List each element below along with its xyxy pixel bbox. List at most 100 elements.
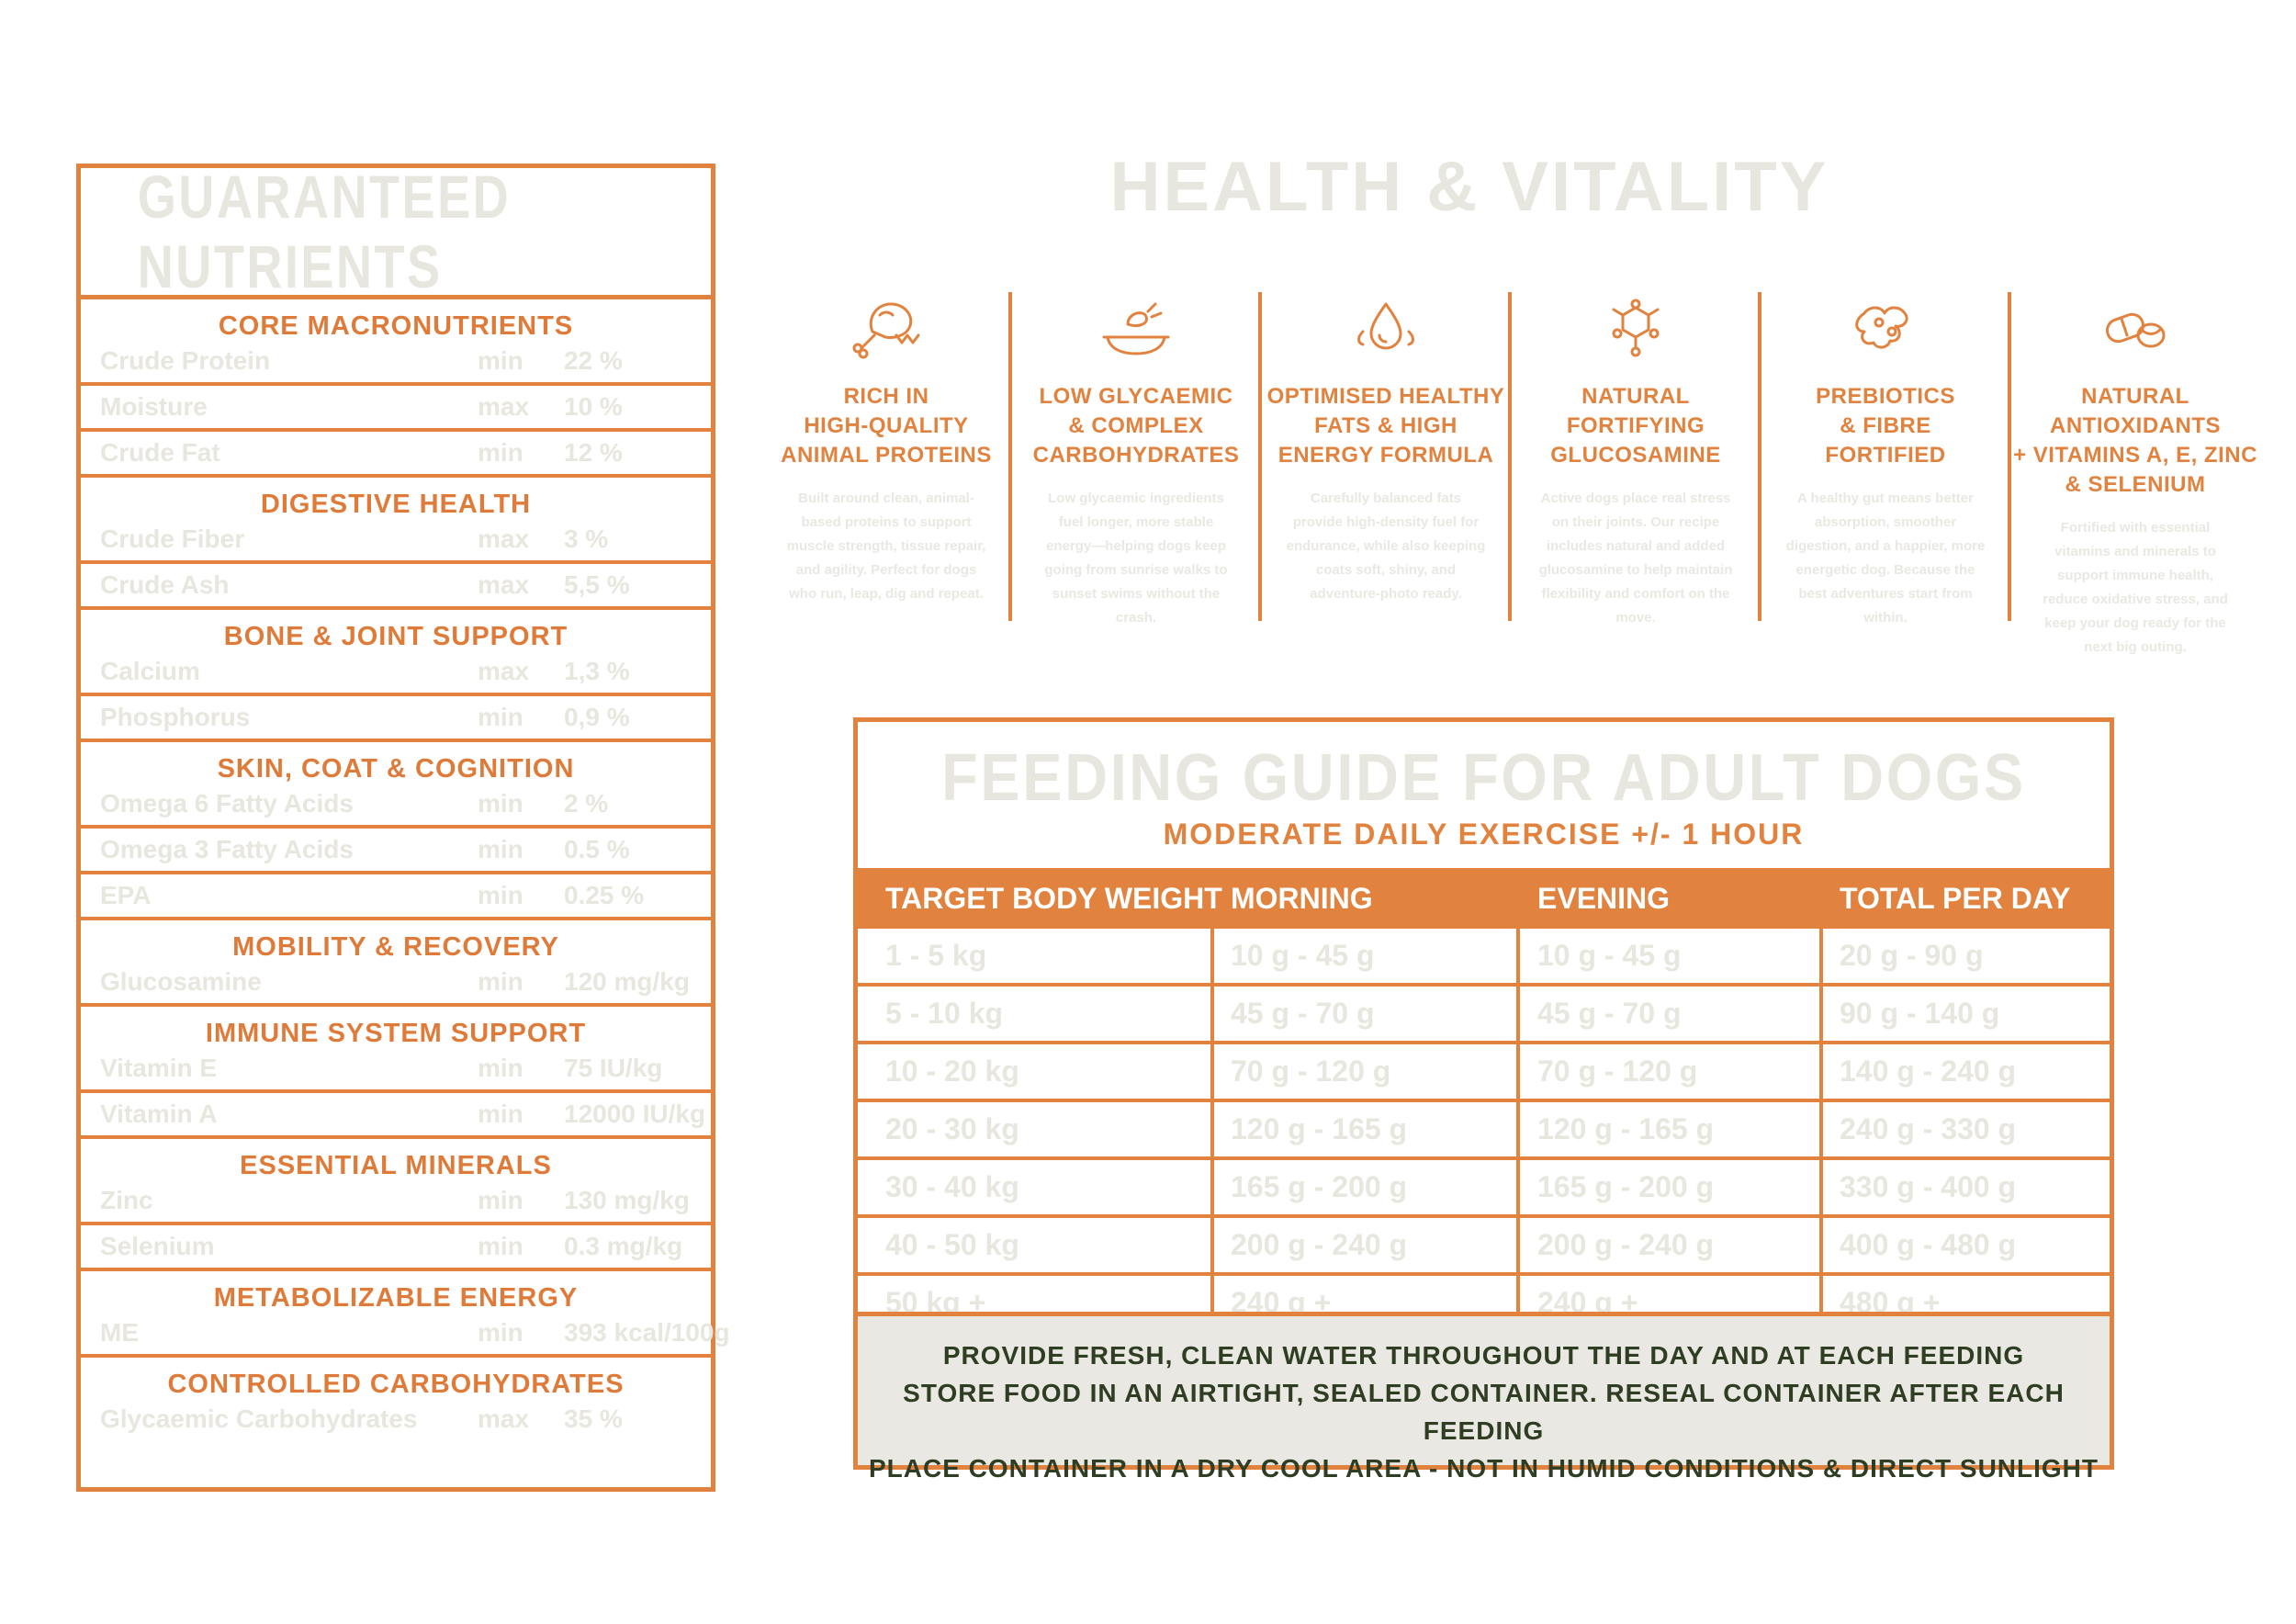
nutrient-value: 3 % [564,524,609,553]
nutrient-row: Crude Fiber max 3 % [81,518,711,564]
column-header: MORNING [1231,882,1373,915]
feeding-cell: 120 g - 165 g [1537,1112,1715,1145]
column-divider [1008,292,1012,621]
nutrient-value: 1,3 % [564,657,630,685]
nutrient-minmax: min [478,346,523,375]
column-divider [1758,292,1761,621]
nutrient-section: METABOLIZABLE ENERGY ME min 393 kcal/100g [81,1271,730,1358]
nutrient-name: Zinc [100,1186,153,1214]
feeding-note: PROVIDE FRESH, CLEAN WATER THROUGHOUT TH… [942,1341,2025,1370]
feeding-note: STORE FOOD IN AN AIRTIGHT, SEALED CONTAI… [903,1379,2065,1445]
benefit-title: NATURAL ANTIOXIDANTS + VITAMINS A, E, ZI… [2013,384,2257,497]
nutrient-value: 12000 IU/kg [564,1100,706,1128]
nutrient-value: 2 % [564,789,609,818]
nutrient-section: IMMUNE SYSTEM SUPPORT Vitamin E min 75 IU/k… [81,1007,711,1139]
feeding-row: 40 - 50 kg 200 g - 240 g 200 g - 240 g 400 … [858,1218,2110,1276]
nutrient-name: Omega 3 Fatty Acids [100,835,354,863]
nutrient-row: Vitamin A min 12000 IU/kg [81,1093,711,1135]
nutrient-row: Glucosamine min 120 mg/kg [81,961,711,1003]
nutrient-value: 120 mg/kg [564,967,690,996]
feeding-row: 5 - 10 kg 45 g - 70 g 45 g - 70 g 90 g - 14… [858,987,2110,1044]
feeding-cell: 45 g - 70 g [1231,997,1375,1030]
meat-leg-icon [762,292,1010,366]
nutrient-name: Vitamin E [100,1054,218,1082]
benefit-description: Carefully balanced fats provide high-den… [1286,491,1486,602]
feeding-cell: 200 g - 240 g [1231,1228,1408,1261]
feeding-cell: 330 g - 400 g [1840,1170,2017,1203]
nutrient-name: EPA [100,881,152,909]
column-header: TOTAL PER DAY [1840,882,2071,915]
column-header: TARGET BODY WEIGHT [885,882,1222,915]
nutrient-row: Phosphorus min 0,9 % [81,696,711,739]
nutrient-row: Vitamin E min 75 IU/kg [81,1047,711,1093]
benefit-description: Fortified with essential vitamins and mi… [2043,520,2228,655]
nutrient-minmax: min [478,1100,523,1128]
feeding-cell: 200 g - 240 g [1537,1228,1715,1261]
feeding-guide-title: FEEDING GUIDE FOR ADULT DOGS [941,741,2026,815]
feeding-cell: 40 - 50 kg [885,1228,1019,1261]
feeding-cell: 240 g - 330 g [1840,1112,2017,1145]
feeding-cell: 10 g - 45 g [1231,939,1375,972]
feeding-row: 10 - 20 kg 70 g - 120 g 70 g - 120 g 140 g … [858,1044,2110,1102]
feeding-cell: 10 g - 45 g [1537,939,1682,972]
nutrient-row: Calcium max 1,3 % [81,650,711,696]
benefit-column: LOW GLYCAEMIC & COMPLEX CARBOHYDRATES Low… [1012,292,1260,626]
bowl-icon [1012,292,1260,366]
section-heading: DIGESTIVE HEALTH [260,490,532,519]
feeding-cell: 165 g - 200 g [1231,1170,1408,1203]
feeding-guide-subtitle: MODERATE DAILY EXERCISE +/- 1 HOUR [1163,818,1805,851]
benefit-column: NATURAL FORTIFYING GLUCOSAMINE Active dog… [1512,292,1760,626]
nutrient-section: CORE MACRONUTRIENTS Crude Protein min 22 % M… [81,299,711,478]
benefit-title: NATURAL FORTIFYING GLUCOSAMINE [1550,384,1721,468]
nutrient-section: MOBILITY & RECOVERY Glucosamine min 120 mg/… [81,920,711,1007]
column-divider [2008,292,2011,621]
benefit-description: A healthy gut means better absorption, s… [1785,491,1986,626]
benefit-title: OPTIMISED HEALTHY FATS & HIGH ENERGY FOR… [1266,384,1505,468]
nutrient-minmax: min [478,438,523,467]
section-heading: METABOLIZABLE ENERGY [213,1283,579,1313]
nutrient-value: 75 IU/kg [564,1054,663,1082]
nutrient-name: Phosphorus [100,703,251,731]
nutrient-name: Calcium [100,657,200,685]
column-divider [1258,292,1262,621]
feeding-cell: 45 g - 70 g [1537,997,1682,1030]
nutrient-name: Crude Ash [100,570,230,599]
nutrient-minmax: min [478,1318,523,1347]
section-heading: IMMUNE SYSTEM SUPPORT [205,1019,587,1048]
nutrient-value: 12 % [564,438,623,467]
nutrient-row: Omega 3 Fatty Acids min 0.5 % [81,829,711,874]
nutrient-value: 0,9 % [564,703,630,731]
feeding-table-body: 1 - 5 kg 10 g - 45 g 10 g - 45 g 20 g - 90 … [858,929,2110,1330]
nutrient-minmax: min [478,703,523,731]
nutrient-name: ME [100,1318,139,1347]
benefit-title: PREBIOTICS & FIBRE FORTIFIED [1816,384,1955,468]
feeding-note: PLACE CONTAINER IN A DRY COOL AREA - NOT… [868,1454,2099,1483]
benefit-title: LOW GLYCAEMIC & COMPLEX CARBOHYDRATES [1032,384,1240,468]
nutrient-minmax: min [478,1232,523,1260]
feeding-cell: 30 - 40 kg [885,1170,1019,1203]
nutrient-section: DIGESTIVE HEALTH Crude Fiber max 3 % Crude A… [81,478,711,610]
nutrient-value: 0.3 mg/kg [564,1232,683,1260]
feeding-cell: 70 g - 120 g [1231,1054,1391,1088]
benefit-column: NATURAL ANTIOXIDANTS + VITAMINS A, E, ZI… [2011,292,2259,655]
nutrient-row: Crude Fat min 12 % [81,432,711,474]
section-heading: CORE MACRONUTRIENTS [218,311,574,341]
feeding-cell: 20 g - 90 g [1840,939,1984,972]
nutrient-name: Moisture [100,392,208,421]
nutrient-value: 5,5 % [564,570,630,599]
nutrient-row: Glycaemic Carbohydrates max 35 % [81,1398,711,1440]
nutrient-minmax: max [478,657,530,685]
nutrient-value: 22 % [564,346,623,375]
oil-drop-icon [1262,292,1510,366]
health-vitality-title: HEALTH & VITALITY [1109,148,1829,226]
section-heading: ESSENTIAL MINERALS [240,1151,552,1180]
benefit-title: RICH IN HIGH-QUALITY ANIMAL PROTEINS [781,384,992,468]
nutrient-name: Selenium [100,1232,215,1260]
divider [81,295,711,299]
feeding-table-header: TARGET BODY WEIGHT MORNING EVENING TOTAL… [858,868,2110,929]
nutrient-name: Glucosamine [100,967,262,996]
nutrient-sections: CORE MACRONUTRIENTS Crude Protein min 22 % M… [81,299,730,1440]
benefit-column: RICH IN HIGH-QUALITY ANIMAL PROTEINS Buil… [762,292,1010,621]
feeding-cell: 400 g - 480 g [1840,1228,2017,1261]
nutrient-section: SKIN, COAT & COGNITION Omega 6 Fatty Acid… [81,742,711,920]
